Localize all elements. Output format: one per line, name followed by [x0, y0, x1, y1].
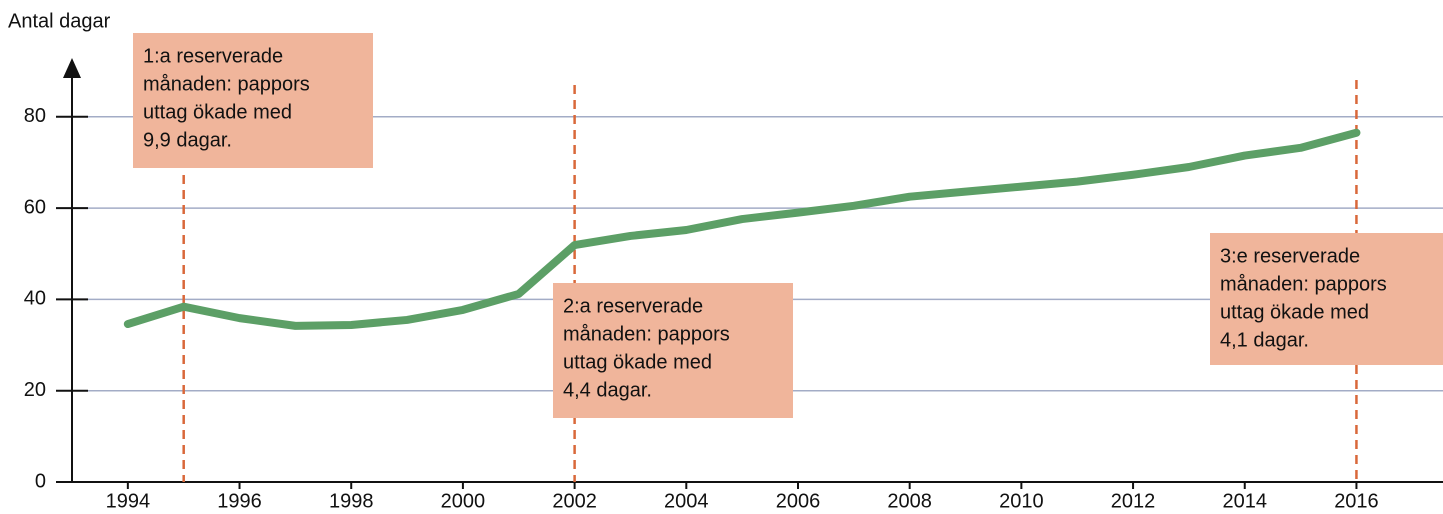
x-tick-label: 1996 — [217, 490, 262, 512]
y-axis-label: Antal dagar — [8, 10, 111, 32]
x-tick-label: 2000 — [441, 490, 486, 512]
x-tick-label: 2014 — [1222, 490, 1267, 512]
y-tick-label: 40 — [24, 288, 46, 310]
x-tick-label: 2006 — [776, 490, 821, 512]
y-tick-label: 60 — [24, 196, 46, 218]
y-tick-label: 0 — [35, 470, 46, 492]
x-tick-label: 1994 — [106, 490, 151, 512]
x-tick-label: 2012 — [1111, 490, 1156, 512]
x-tick-label: 2004 — [664, 490, 709, 512]
x-tick-label: 2008 — [887, 490, 932, 512]
annotation-text: 9,9 dagar. — [143, 129, 232, 151]
x-tick-label: 2010 — [999, 490, 1044, 512]
x-tick-label: 2002 — [552, 490, 597, 512]
annotation-text: månaden: pappors — [563, 323, 730, 345]
annotation-text: 3:e reserverade — [1220, 245, 1360, 267]
y-tick-label: 20 — [24, 379, 46, 401]
annotation-text: 4,1 dagar. — [1220, 329, 1309, 351]
annotation-text: uttag ökade med — [563, 351, 712, 373]
annotation-box — [553, 283, 793, 418]
y-tick-label: 80 — [24, 105, 46, 127]
annotation-text: månaden: pappors — [143, 73, 310, 95]
annotation-text: 1:a reserverade — [143, 45, 283, 67]
annotation-box — [133, 33, 373, 168]
annotation-text: 2:a reserverade — [563, 295, 703, 317]
annotation-text: månaden: pappors — [1220, 273, 1387, 295]
y-axis-arrow — [63, 58, 81, 78]
data-line — [123, 128, 1361, 330]
annotation-text: uttag ökade med — [1220, 301, 1369, 323]
x-tick-label: 2016 — [1334, 490, 1379, 512]
x-tick-label: 1998 — [329, 490, 374, 512]
annotation-text: 4,4 dagar. — [563, 379, 652, 401]
annotation-box — [1210, 233, 1443, 365]
annotation-text: uttag ökade med — [143, 101, 292, 123]
